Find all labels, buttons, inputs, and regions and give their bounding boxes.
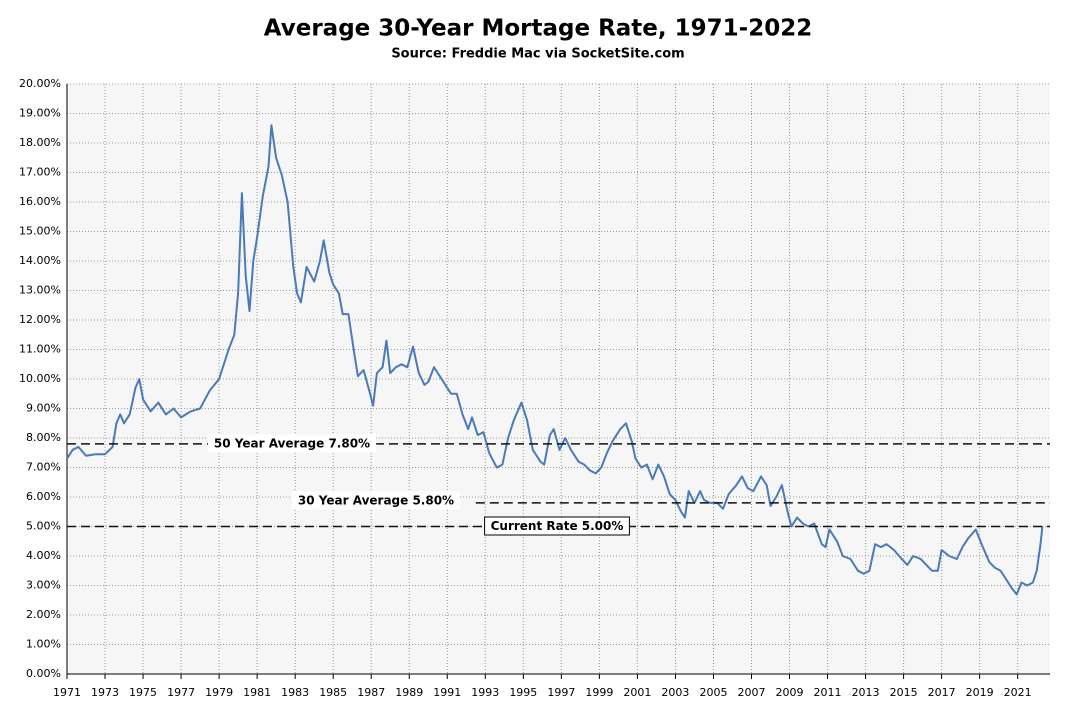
chart-title: Average 30-Year Mortage Rate, 1971-2022 <box>264 16 812 42</box>
label-background <box>484 516 630 536</box>
y-tick-label: 15.00% <box>19 225 61 238</box>
y-tick-label: 1.00% <box>26 638 61 651</box>
label-background <box>291 491 461 510</box>
x-tick-label: 2003 <box>661 686 689 699</box>
x-tick-label: 1981 <box>243 686 271 699</box>
y-tick-label: 19.00% <box>19 107 61 120</box>
x-tick-label: 1973 <box>91 686 119 699</box>
reference-label: Current Rate 5.00% <box>491 519 624 533</box>
label-background <box>207 434 377 453</box>
x-tick-label: 1997 <box>547 686 575 699</box>
x-tick-label: 2021 <box>1004 686 1032 699</box>
x-tick-label: 2009 <box>776 686 804 699</box>
y-tick-label: 5.00% <box>26 520 61 533</box>
y-tick-label: 9.00% <box>26 402 61 415</box>
y-tick-label: 13.00% <box>19 284 61 297</box>
rate-line <box>66 124 1044 596</box>
y-tick-label: 7.00% <box>26 461 61 474</box>
x-tick-label: 1971 <box>53 686 81 699</box>
y-tick-label: 0.00% <box>26 667 61 680</box>
y-tick-label: 20.00% <box>19 77 61 90</box>
y-tick-label: 10.00% <box>19 372 61 385</box>
y-tick-label: 2.00% <box>26 608 61 621</box>
x-tick-label: 1999 <box>585 686 613 699</box>
x-tick-label: 1977 <box>167 686 195 699</box>
reference-label: 30 Year Average 5.80% <box>298 493 454 507</box>
x-tick-label: 1979 <box>205 686 233 699</box>
x-tick-label: 2019 <box>966 686 994 699</box>
reference-label: 50 Year Average 7.80% <box>214 436 370 450</box>
x-tick-label: 2015 <box>890 686 918 699</box>
y-tick-label: 16.00% <box>19 195 61 208</box>
y-tick-label: 18.00% <box>19 136 61 149</box>
x-tick-label: 1975 <box>129 686 157 699</box>
x-tick-label: 2001 <box>623 686 651 699</box>
x-tick-label: 2013 <box>852 686 880 699</box>
y-tick-label: 14.00% <box>19 254 61 267</box>
y-tick-label: 6.00% <box>26 490 61 503</box>
y-tick-label: 8.00% <box>26 431 61 444</box>
x-tick-label: 1985 <box>319 686 347 699</box>
y-tick-label: 4.00% <box>26 549 61 562</box>
x-tick-label: 2011 <box>814 686 842 699</box>
y-tick-label: 12.00% <box>19 313 61 326</box>
y-tick-label: 17.00% <box>19 166 61 179</box>
x-tick-label: 1995 <box>509 686 537 699</box>
x-tick-label: 1993 <box>471 686 499 699</box>
x-tick-label: 2005 <box>699 686 727 699</box>
x-tick-label: 1991 <box>433 686 461 699</box>
x-tick-label: 2017 <box>928 686 956 699</box>
chart-subtitle: Source: Freddie Mac via SocketSite.com <box>391 47 684 62</box>
x-tick-label: 2007 <box>737 686 765 699</box>
x-tick-label: 1989 <box>395 686 423 699</box>
y-tick-label: 11.00% <box>19 343 61 356</box>
y-tick-label: 3.00% <box>26 579 61 592</box>
x-tick-label: 1983 <box>281 686 309 699</box>
x-tick-label: 1987 <box>357 686 385 699</box>
